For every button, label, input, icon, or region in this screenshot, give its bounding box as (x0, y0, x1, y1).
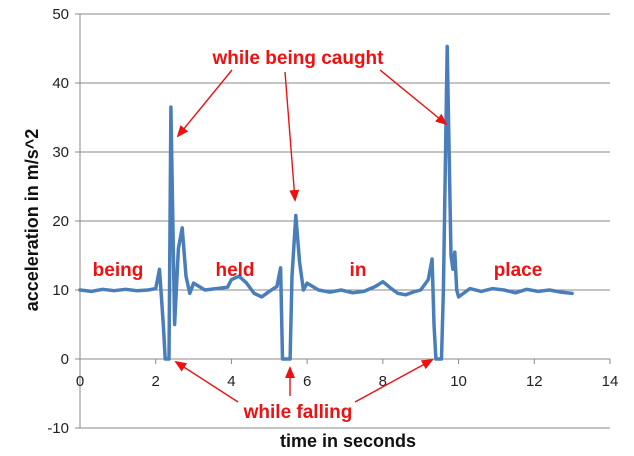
series-layer (78, 44, 574, 361)
annotation-arrows (174, 69, 448, 403)
y-tick-label: 20 (52, 213, 69, 230)
arrow-caught-1 (176, 69, 233, 138)
x-tick-label: 6 (303, 373, 311, 390)
x-tick-label: 4 (227, 373, 235, 390)
y-tick-label: 10 (52, 282, 69, 299)
annotation-held: held (215, 260, 254, 281)
axes: 0 2 4 6 8 10 12 14 -10 0 10 20 30 40 50 (47, 6, 618, 437)
arrow-caught-2 (284, 71, 300, 202)
x-tick-label: 12 (526, 373, 543, 390)
annotation-while-being-caught: while being caught (211, 48, 384, 69)
annotation-being: being (93, 260, 144, 281)
arrow-falling-1 (174, 360, 239, 403)
x-axis-title: time in seconds (280, 431, 416, 451)
arrow-falling-3 (354, 359, 434, 403)
x-tick-label: 8 (379, 373, 387, 390)
annotation-while-falling: while falling (243, 402, 353, 423)
y-tick-label: 0 (61, 351, 69, 368)
annotation-in: in (350, 260, 367, 281)
annotation-place: place (494, 260, 543, 281)
series-line (78, 44, 574, 361)
y-tick-label: -10 (47, 420, 69, 437)
x-tick-label: 14 (602, 373, 619, 390)
y-tick-label: 50 (52, 6, 69, 23)
x-tick-label: 10 (450, 373, 467, 390)
y-tick-label: 30 (52, 144, 69, 161)
y-tick-label: 40 (52, 75, 69, 92)
x-tick-label: 0 (76, 373, 84, 390)
y-axis-title: acceleration in m/s^2 (22, 129, 42, 312)
gridlines (80, 13, 610, 429)
arrow-caught-3 (379, 69, 448, 126)
x-tick-label: 2 (152, 373, 160, 390)
